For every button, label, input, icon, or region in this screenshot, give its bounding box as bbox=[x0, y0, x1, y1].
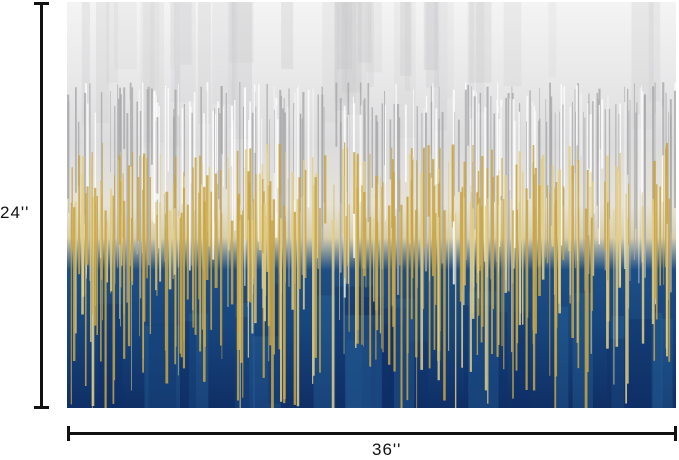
brush-mark bbox=[611, 316, 625, 408]
brush-mark bbox=[281, 2, 294, 70]
brush-mark bbox=[367, 2, 374, 88]
brush-mark bbox=[313, 295, 336, 408]
brush-mark bbox=[334, 2, 357, 103]
brush-mark bbox=[229, 2, 254, 63]
width-dimension-cap-left bbox=[67, 426, 70, 441]
brush-mark bbox=[607, 338, 629, 408]
brush-mark bbox=[334, 2, 348, 111]
brush-mark bbox=[346, 340, 383, 408]
brush-mark bbox=[106, 2, 119, 83]
width-dimension-cap-right bbox=[674, 426, 677, 441]
brush-mark bbox=[447, 2, 454, 99]
brush-mark bbox=[365, 2, 382, 73]
brush-mark bbox=[627, 319, 662, 408]
brush-mark bbox=[423, 2, 438, 71]
brush-mark bbox=[476, 2, 485, 113]
brush-mark bbox=[81, 2, 90, 126]
height-label: 24'' bbox=[0, 203, 30, 222]
brush-mark bbox=[651, 312, 663, 408]
width-dimension-line bbox=[67, 432, 677, 435]
brush-mark bbox=[398, 341, 429, 408]
brush-mark bbox=[231, 2, 252, 140]
brush-mark bbox=[434, 2, 448, 131]
brush-mark bbox=[404, 2, 411, 92]
brush-mark bbox=[400, 2, 412, 76]
brush-mark bbox=[467, 2, 474, 107]
brush-mark bbox=[98, 304, 123, 408]
brush-mark bbox=[393, 298, 415, 408]
brush-mark bbox=[198, 2, 211, 124]
brush-mark bbox=[335, 286, 375, 407]
brush-mark bbox=[394, 2, 416, 138]
brush-mark bbox=[631, 2, 654, 130]
width-label: 36'' bbox=[372, 440, 402, 459]
brush-mark bbox=[212, 2, 236, 105]
height-dimension-line bbox=[40, 3, 43, 408]
brush-mark bbox=[96, 2, 110, 124]
brush-mark bbox=[572, 292, 593, 408]
brush-mark bbox=[470, 311, 508, 408]
brush-mark bbox=[322, 2, 339, 123]
brush-mark bbox=[252, 336, 281, 408]
brush-mark bbox=[344, 2, 368, 115]
brush-mark bbox=[180, 2, 192, 65]
brush-mark bbox=[113, 2, 137, 70]
brush-mark bbox=[555, 306, 569, 408]
height-dimension-cap-bottom bbox=[34, 406, 49, 409]
brush-mark bbox=[362, 297, 385, 408]
brush-mark bbox=[174, 2, 181, 147]
brush-mark bbox=[148, 325, 177, 408]
brush-mark bbox=[358, 2, 372, 63]
brush-mark bbox=[227, 2, 238, 129]
brush-mark bbox=[149, 2, 160, 103]
brush-mark bbox=[548, 2, 557, 77]
brush-mark bbox=[169, 2, 176, 70]
brush-mark bbox=[341, 2, 362, 93]
brush-mark bbox=[144, 325, 181, 408]
brush-mark bbox=[336, 2, 353, 70]
brush-mark bbox=[425, 2, 440, 88]
artwork-image bbox=[67, 2, 676, 408]
brush-mark bbox=[503, 2, 522, 87]
brush-mark bbox=[469, 2, 492, 83]
paint-streaks bbox=[67, 2, 676, 408]
brush-mark bbox=[648, 2, 661, 102]
height-dimension-cap-top bbox=[34, 2, 49, 5]
brush-mark bbox=[372, 308, 410, 408]
brush-mark bbox=[170, 2, 196, 103]
